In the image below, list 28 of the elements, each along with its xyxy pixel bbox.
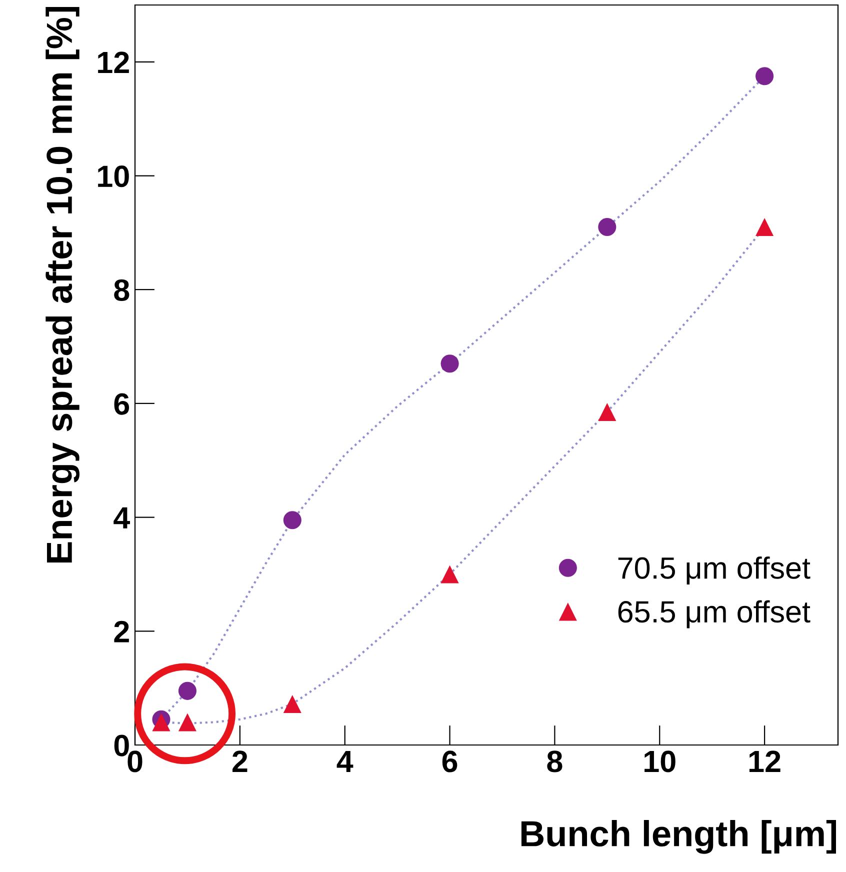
- point: [178, 713, 196, 732]
- point: [152, 713, 170, 732]
- point: [178, 682, 196, 700]
- point: [598, 402, 616, 422]
- y-tick-label: 8: [114, 279, 130, 301]
- point: [440, 354, 459, 373]
- point: [283, 511, 302, 530]
- point: [756, 67, 774, 86]
- point: [283, 694, 302, 714]
- x-tick-label: 12: [749, 750, 780, 772]
- point: [756, 218, 774, 236]
- y-tick-label: 4: [114, 507, 130, 528]
- x-tick-label: 6: [442, 750, 458, 772]
- y-tick-label: 12: [98, 52, 129, 73]
- y-tick-label: 10: [98, 166, 129, 188]
- y-axis-title: Energy spread after 10.0 mm [%]: [46, 7, 80, 562]
- y-tick-label: 0: [114, 734, 129, 756]
- y-tick-label: 2: [114, 620, 129, 642]
- point: [598, 218, 616, 236]
- x-tick-label: 10: [644, 750, 676, 772]
- y-tick-label: 6: [114, 393, 130, 415]
- x-tick-label: 4: [336, 750, 354, 772]
- x-axis-title: Bunch length [μm]: [521, 820, 836, 854]
- legend-label: 70.5 μm offset: [618, 556, 810, 584]
- point: [440, 565, 459, 584]
- x-tick-label: 2: [232, 750, 248, 772]
- x-tick-label: 8: [547, 750, 562, 772]
- legend-label: 65.5 μm offset: [618, 600, 810, 628]
